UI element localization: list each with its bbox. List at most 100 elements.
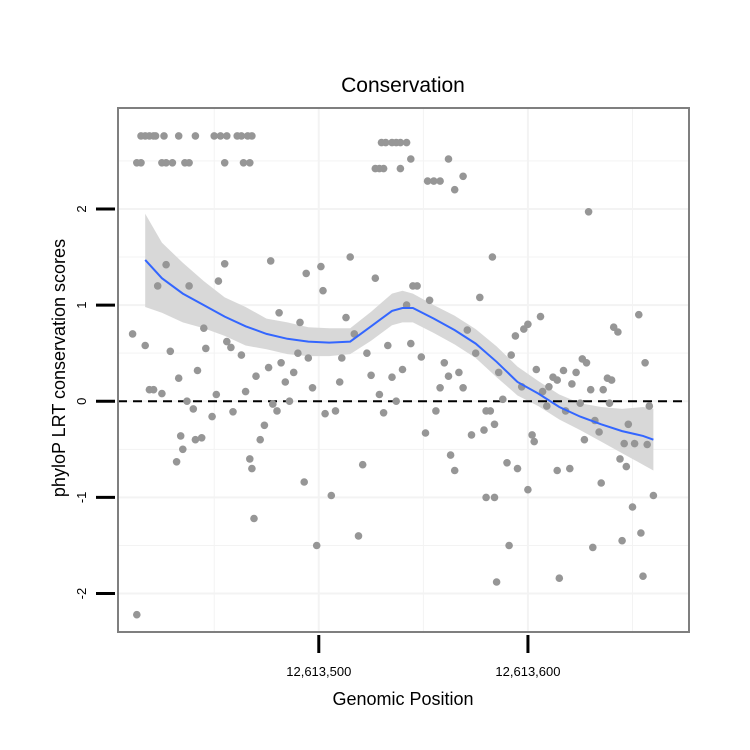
data-point [505,541,513,550]
data-point [183,397,191,406]
data-point [528,431,536,439]
data-point [277,359,285,367]
data-point [229,408,237,416]
data-point [210,132,218,140]
data-point [396,138,405,147]
data-point [545,383,553,391]
data-point [384,341,392,350]
data-point [227,343,235,352]
data-point [193,366,202,375]
data-point [179,445,187,454]
data-point [494,368,503,377]
data-point [166,347,175,356]
data-point [189,405,198,413]
data-point [354,532,363,540]
data-point [589,543,597,552]
data-point [471,349,480,358]
data-point [250,514,258,523]
data-point [630,439,639,448]
data-point [455,368,463,377]
data-point [580,435,589,444]
data-point [555,574,564,582]
data-point [317,262,325,271]
data-point [367,371,375,380]
data-point [503,459,511,467]
smooth-layer [144,259,654,441]
data-point [463,326,472,334]
data-point [321,409,329,418]
data-point [614,328,622,336]
data-point [248,132,256,140]
data-point [620,439,628,448]
data-point [482,407,490,415]
data-point [141,341,149,350]
data-point [208,412,216,421]
data-point [492,578,501,586]
data-point [264,363,273,372]
data-point [335,378,344,386]
y-tick-label: 1 [74,301,89,308]
data-point [450,185,459,194]
data-point [363,349,371,358]
data-point [413,282,421,290]
data-point [444,155,453,163]
panel-border [117,107,690,633]
data-point [421,429,430,437]
data-point [174,132,183,140]
data-point [338,354,346,362]
data-point [407,339,415,348]
data-point [246,159,254,167]
data-point [172,458,181,466]
data-point [392,397,401,406]
data-point [536,312,545,321]
data-point [444,372,453,381]
data-point [432,407,440,415]
chart-title: Conservation [341,74,465,97]
data-point [490,493,499,502]
data-point [281,378,290,386]
data-point [237,132,246,140]
data-point [628,503,637,511]
data-point [430,177,438,185]
data-point [618,536,626,545]
data-point [480,426,488,434]
data-point [635,310,643,319]
data-point [331,407,340,415]
data-point [248,464,256,473]
data-point [407,155,415,163]
data-point [185,159,193,167]
data-point [296,318,304,327]
data-point [185,282,193,290]
data-point [327,491,336,500]
data-point [220,159,229,167]
data-point [302,269,311,278]
data-point [133,610,141,619]
data-point [312,541,321,550]
data-point [266,257,275,265]
data-point [275,309,283,317]
data-point [212,390,221,399]
data-point [530,437,538,446]
data-point [388,373,396,382]
data-point [532,365,541,374]
data-point [294,349,302,358]
y-tick-label: 0 [74,398,89,405]
data-point [402,138,411,147]
data-point [202,344,210,353]
data-point [524,320,532,329]
data-point [158,389,166,398]
data-point [436,177,444,185]
data-point [566,464,574,473]
data-point [459,384,467,392]
data-point [499,395,507,404]
data-point [252,372,260,381]
data-point [482,493,490,502]
data-point [358,460,367,469]
data-point [616,455,624,463]
data-point [490,420,499,429]
data-point [417,353,426,361]
data-point [260,421,269,430]
y-axis-title: phyloP LRT conservation scores [49,239,69,497]
data-point [223,132,231,140]
